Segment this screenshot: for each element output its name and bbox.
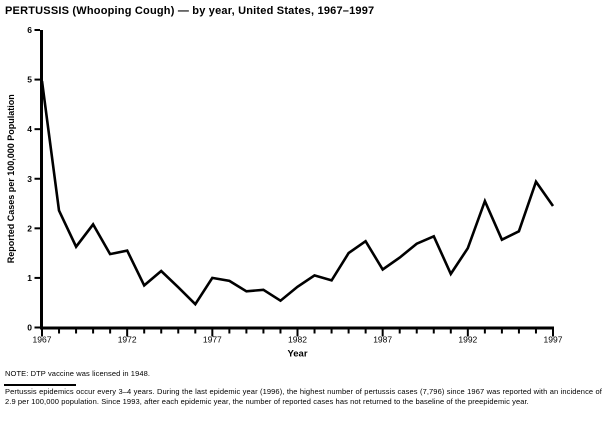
x-tick-label: 1972 [118,335,137,345]
y-tick-label: 4 [27,124,32,134]
chart-title: PERTUSSIS (Whooping Cough) — by year, Un… [5,5,375,17]
y-tick-label: 6 [27,25,32,35]
y-tick-label: 1 [27,273,32,283]
y-tick-label: 5 [27,75,32,85]
footnote-text: Pertussis epidemics occur every 3–4 year… [5,387,602,406]
x-tick-label: 1992 [458,335,477,345]
y-tick-label: 2 [27,223,32,233]
x-axis-title: Year [287,349,307,360]
x-tick-label: 1982 [288,335,307,345]
y-tick-label: 0 [27,323,32,333]
vaccine-note: NOTE: DTP vaccine was licensed in 1948. [5,369,151,378]
pertussis-series-line [40,80,555,307]
x-tick-label: 1997 [544,335,563,345]
y-axis-title: Reported Cases per 100,000 Population [6,94,16,263]
footnote-rule [4,384,76,386]
x-tick-label: 1967 [33,335,52,345]
x-tick-label: 1987 [373,335,392,345]
x-tick-label: 1977 [203,335,222,345]
y-tick-label: 3 [27,174,32,184]
